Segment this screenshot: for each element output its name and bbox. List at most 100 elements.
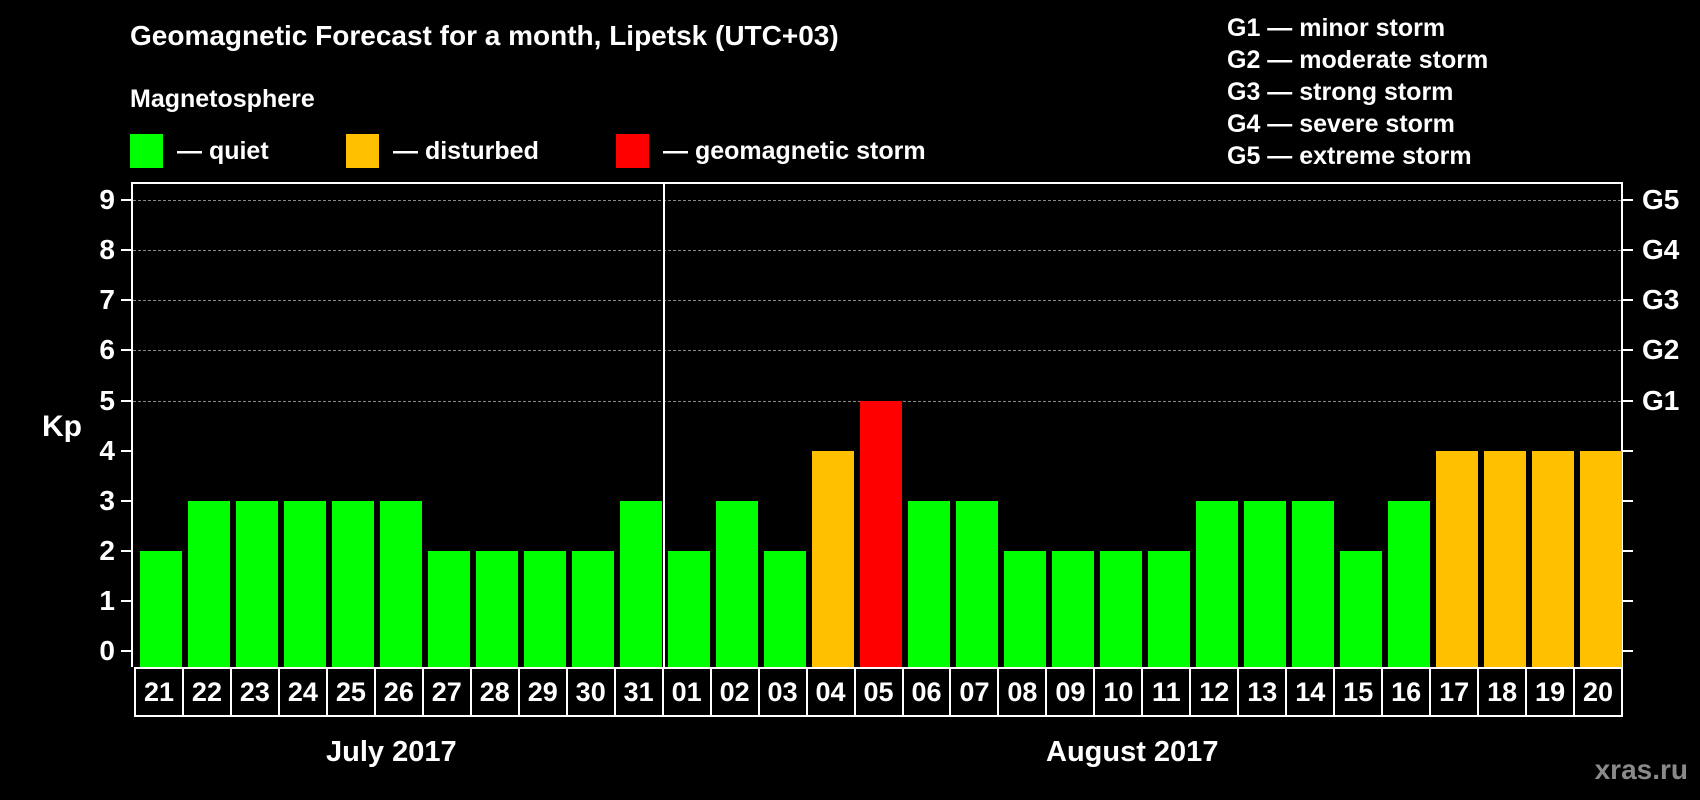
storm-scale-g4: G4 — severe storm [1227,110,1455,138]
bar-day-28 [476,550,518,667]
y-tick-4 [121,449,131,452]
watermark: xras.ru [1594,754,1688,785]
bar-day-31 [620,500,662,667]
day-label-26: 26 [376,669,424,715]
day-label-25: 25 [328,669,376,715]
y-tick-2 [121,549,131,552]
day-label-19: 19 [1527,669,1576,715]
bar-day-04 [812,450,854,667]
bar-day-05 [860,400,902,667]
bar-day-01 [668,550,710,667]
day-label-05: 05 [856,669,904,715]
y-tick-label-6: 6 [99,334,115,366]
legend-quiet: — quiet [130,134,269,168]
day-label-17: 17 [1431,669,1480,715]
y-tick-9 [121,199,131,202]
legend-storm: — geomagnetic storm [616,134,926,168]
y-tick-3 [121,499,131,502]
y-tick-5 [121,399,131,402]
bar-day-26 [380,500,422,667]
day-label-31: 31 [616,669,664,715]
right-tick-5 [1623,399,1633,402]
right-label-g3: G3 [1642,284,1680,316]
bar-day-23 [236,500,278,667]
legend-disturbed-label: — disturbed [393,136,539,165]
day-label-12: 12 [1191,669,1240,715]
day-label-09: 09 [1047,669,1096,715]
bar-day-06 [908,500,950,667]
day-label-24: 24 [280,669,328,715]
day-label-20: 20 [1583,676,1614,707]
y-tick-label-0: 0 [99,635,115,666]
storm-swatch [616,134,649,168]
legend-disturbed: — disturbed [346,134,539,168]
y-tick-0 [121,650,131,652]
storm-scale-g3: G3 — strong storm [1227,78,1454,106]
y-tick-7 [121,299,131,302]
right-label-g5: G5 [1642,184,1680,216]
day-label-02: 02 [712,669,760,715]
bar-day-19 [1532,450,1574,667]
day-label-22: 22 [184,669,232,715]
right-tick-3 [1623,499,1633,502]
day-label-04: 04 [808,669,856,715]
legend-quiet-label: — quiet [177,136,269,165]
bar-day-22 [188,500,230,667]
storm-scale-g1: G1 — minor storm [1227,14,1446,42]
gridline-kp-8 [133,250,1621,252]
bar-day-25 [332,500,374,667]
day-label-11: 11 [1143,669,1192,715]
month-label-august: August 2017 [1046,736,1219,768]
gridline-kp-6 [133,350,1621,352]
bar-day-12 [1196,500,1238,667]
month-divider [663,184,665,667]
bar-day-09 [1052,550,1094,667]
bar-day-02 [716,500,758,667]
y-tick-label-3: 3 [99,484,115,516]
day-label-29: 29 [520,669,568,715]
bar-day-10 [1100,550,1142,667]
storm-scale-g2: G2 — moderate storm [1227,46,1489,74]
day-label-23: 23 [232,669,280,715]
y-tick-label-5: 5 [99,384,115,416]
bar-day-08 [1004,550,1046,667]
y-tick-label-8: 8 [99,234,115,266]
bar-day-16 [1388,500,1430,667]
bar-day-11 [1148,550,1190,667]
y-tick-8 [121,249,131,252]
day-label-18: 18 [1479,669,1528,715]
storm-scale-g5: G5 — extreme storm [1227,142,1472,170]
day-label-28: 28 [472,669,520,715]
right-tick-8 [1623,249,1633,252]
right-tick-6 [1623,349,1633,352]
right-tick-1 [1623,599,1633,602]
gridline-kp-9 [133,200,1621,202]
day-label-03: 03 [760,669,808,715]
storm-scale-legend: G1 — minor storm G2 — moderate storm G3 … [1227,12,1488,172]
y-tick-label-4: 4 [99,434,115,466]
bar-day-13 [1244,500,1286,667]
day-label-27: 27 [424,669,472,715]
quiet-swatch [130,134,163,168]
bar-day-21 [140,550,182,667]
bar-day-17 [1436,450,1478,667]
day-label-30: 30 [568,669,616,715]
bar-day-07 [956,500,998,667]
y-tick-label-2: 2 [99,534,115,566]
bar-day-14 [1292,500,1334,667]
day-label-13: 13 [1239,669,1288,715]
bar-day-30 [572,550,614,667]
disturbed-swatch [346,134,379,168]
bar-day-29 [524,550,566,667]
chart-title: Geomagnetic Forecast for a month, Lipets… [130,20,839,51]
day-label-14: 14 [1287,669,1336,715]
y-tick-label-1: 1 [99,584,115,616]
day-label-21: 21 [136,669,184,715]
y-tick-6 [121,349,131,352]
right-tick-4 [1623,449,1633,452]
bar-day-20 [1580,450,1622,667]
x-axis-days: 21 22 23 24 25 26 27 28 29 30 31 01 02 03 04 05 06 07 08 09… [134,667,1623,717]
right-tick-7 [1623,299,1633,302]
gridline-kp-7 [133,300,1621,302]
right-label-g4: G4 [1642,234,1680,266]
